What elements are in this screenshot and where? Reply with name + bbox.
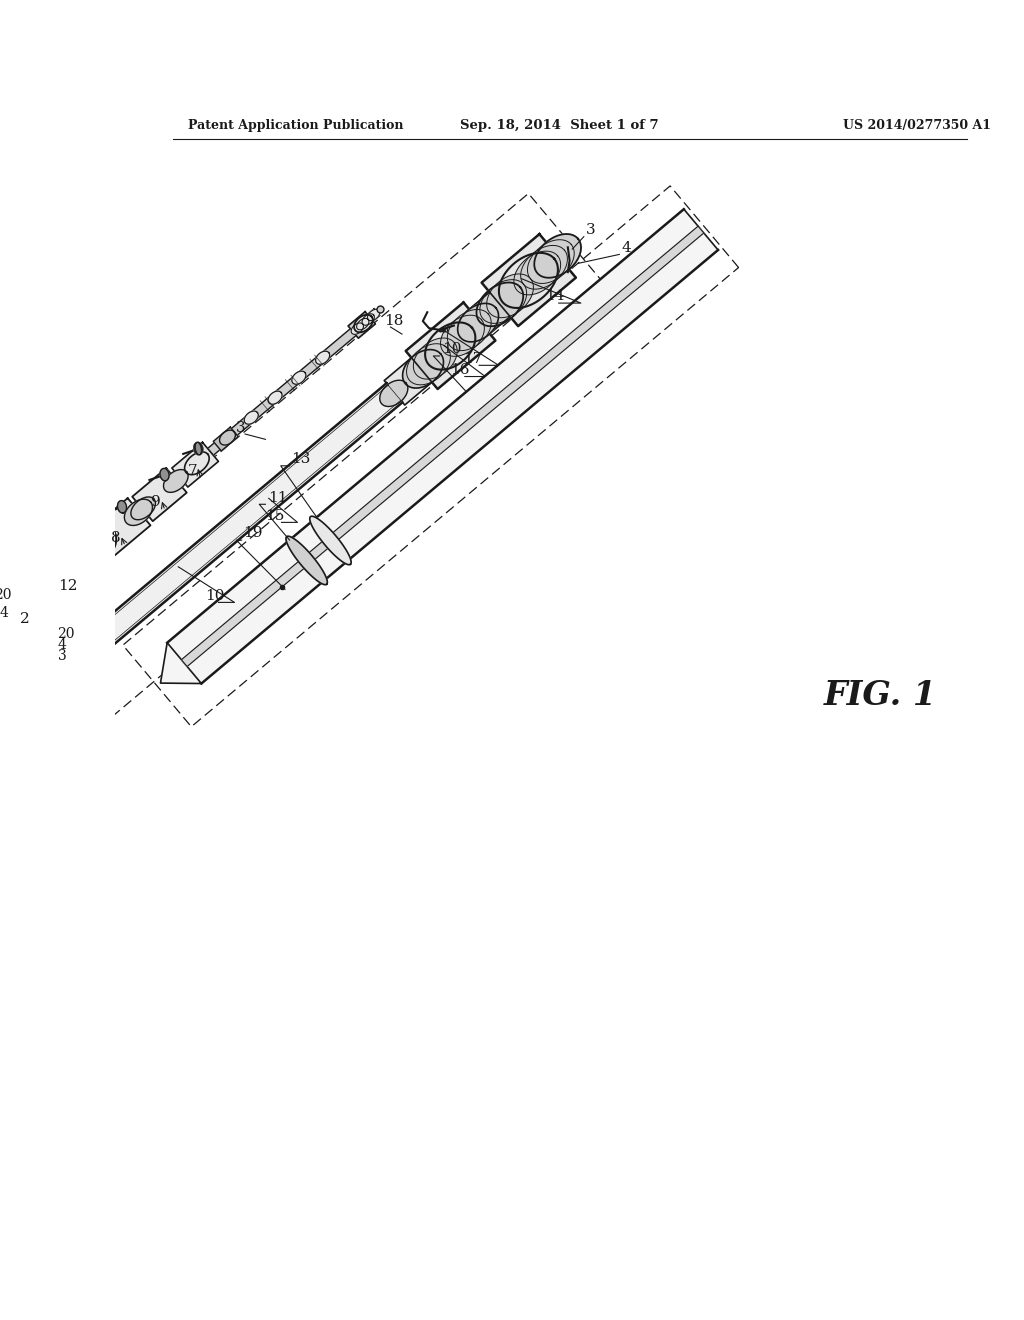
Polygon shape: [160, 469, 169, 480]
Polygon shape: [131, 496, 156, 520]
Polygon shape: [55, 653, 83, 678]
Text: 13: 13: [292, 453, 310, 466]
Polygon shape: [195, 442, 203, 454]
Polygon shape: [118, 500, 127, 513]
Polygon shape: [407, 343, 451, 385]
Polygon shape: [219, 430, 236, 445]
Polygon shape: [481, 234, 575, 326]
Polygon shape: [268, 391, 282, 404]
Polygon shape: [356, 318, 369, 330]
Polygon shape: [76, 244, 570, 661]
Polygon shape: [520, 246, 567, 289]
Polygon shape: [292, 371, 306, 384]
Polygon shape: [46, 528, 113, 595]
Polygon shape: [34, 548, 89, 606]
Polygon shape: [425, 322, 475, 370]
Polygon shape: [406, 302, 496, 389]
Polygon shape: [458, 304, 499, 342]
Polygon shape: [124, 499, 153, 525]
Polygon shape: [514, 251, 560, 294]
Polygon shape: [0, 587, 46, 639]
Polygon shape: [79, 529, 117, 564]
Text: 4: 4: [0, 606, 8, 620]
Polygon shape: [195, 442, 202, 454]
Text: 11: 11: [268, 491, 288, 504]
Polygon shape: [196, 442, 201, 454]
Text: US 2014/0277350 A1: US 2014/0277350 A1: [843, 119, 991, 132]
Text: Sep. 18, 2014  Sheet 1 of 7: Sep. 18, 2014 Sheet 1 of 7: [460, 119, 658, 132]
Text: Patent Application Publication: Patent Application Publication: [188, 119, 403, 132]
Polygon shape: [527, 240, 574, 284]
Polygon shape: [476, 282, 523, 326]
Polygon shape: [480, 280, 526, 323]
Text: 20: 20: [56, 627, 74, 642]
Polygon shape: [466, 292, 510, 337]
Text: 16: 16: [450, 363, 469, 376]
Text: 20: 20: [0, 589, 11, 602]
Polygon shape: [440, 315, 484, 356]
Polygon shape: [195, 442, 202, 454]
Text: FIG. 1: FIG. 1: [823, 678, 937, 711]
Polygon shape: [315, 351, 330, 364]
Polygon shape: [414, 338, 457, 379]
Polygon shape: [132, 469, 186, 521]
Text: 3: 3: [57, 649, 67, 664]
Polygon shape: [164, 470, 188, 492]
Text: 2: 2: [20, 612, 30, 627]
Polygon shape: [486, 275, 534, 318]
Polygon shape: [172, 442, 218, 487]
Text: 14: 14: [546, 289, 565, 304]
Polygon shape: [90, 498, 151, 557]
Polygon shape: [194, 442, 203, 454]
Polygon shape: [37, 553, 87, 599]
Polygon shape: [88, 529, 117, 556]
Polygon shape: [161, 643, 202, 684]
Text: 10: 10: [205, 589, 224, 603]
Polygon shape: [384, 358, 432, 405]
Text: 7: 7: [187, 465, 198, 478]
Polygon shape: [499, 253, 558, 308]
Polygon shape: [354, 314, 373, 333]
Text: 3: 3: [237, 421, 246, 436]
Polygon shape: [184, 451, 209, 475]
Text: 15: 15: [265, 508, 285, 523]
Text: 17: 17: [463, 351, 482, 366]
Polygon shape: [213, 428, 239, 451]
Polygon shape: [348, 312, 376, 338]
Polygon shape: [181, 226, 703, 667]
Polygon shape: [245, 411, 258, 424]
Polygon shape: [402, 350, 443, 388]
Polygon shape: [380, 380, 408, 407]
Text: 18: 18: [384, 314, 403, 329]
Polygon shape: [447, 309, 492, 351]
Text: 8: 8: [112, 531, 121, 545]
Polygon shape: [309, 516, 351, 565]
Polygon shape: [535, 234, 581, 277]
Polygon shape: [0, 309, 380, 647]
Text: 4: 4: [57, 638, 67, 652]
Polygon shape: [71, 383, 402, 668]
Polygon shape: [286, 536, 328, 585]
Polygon shape: [72, 385, 400, 665]
Polygon shape: [28, 564, 74, 607]
Text: 19: 19: [244, 527, 263, 540]
Polygon shape: [194, 442, 203, 454]
Text: 9: 9: [151, 495, 161, 510]
Polygon shape: [351, 323, 364, 334]
Text: 4: 4: [622, 240, 631, 255]
Text: 10: 10: [442, 342, 462, 356]
Polygon shape: [368, 309, 380, 321]
Polygon shape: [167, 209, 718, 684]
Polygon shape: [362, 314, 375, 325]
Text: 12: 12: [58, 579, 78, 593]
Text: 3: 3: [586, 223, 595, 238]
